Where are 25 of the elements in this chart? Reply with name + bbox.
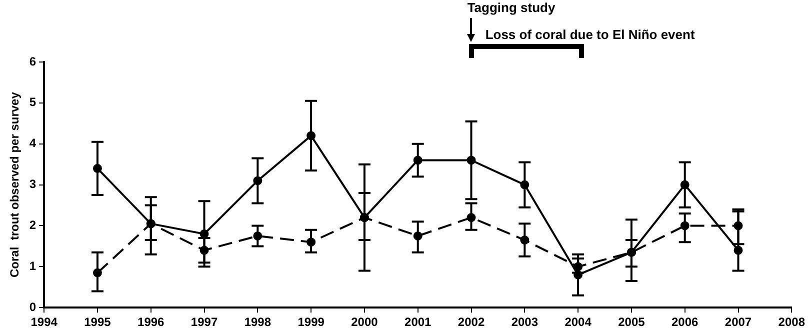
y-tick-label: 6 <box>29 54 36 68</box>
x-tick-label: 2004 <box>564 315 592 330</box>
x-tick-label: 2007 <box>724 315 752 330</box>
x-tick-label: 2002 <box>458 315 485 330</box>
x-tick-label: 2008 <box>778 315 806 330</box>
x-tick-label: 2005 <box>618 315 646 330</box>
x-tick-label: 2000 <box>351 315 378 330</box>
text: Tagging study <box>467 0 556 15</box>
y-tick-label: 4 <box>29 136 36 150</box>
y-tick-label: 0 <box>29 300 36 314</box>
y-tick-label: 3 <box>29 177 36 192</box>
x-tick-label: 1997 <box>190 315 218 330</box>
x-tick-label: 2006 <box>672 315 699 330</box>
y-tick-label: 1 <box>29 258 36 273</box>
text: Loss of coral due to El Niño event <box>485 27 696 42</box>
y-tick-label: 5 <box>29 95 36 110</box>
x-tick-label: 1998 <box>244 315 272 330</box>
x-tick-label: 2001 <box>404 315 432 330</box>
y-axis-title: Coral trout observed per survey <box>8 92 22 278</box>
x-tick-label: 1999 <box>298 315 325 330</box>
y-tick-label: 2 <box>29 218 36 232</box>
x-tick-label: 1994 <box>30 315 58 330</box>
x-tick-label: 2003 <box>511 315 538 330</box>
x-tick-label: 1996 <box>138 315 165 330</box>
x-tick-label: 1995 <box>84 315 112 330</box>
